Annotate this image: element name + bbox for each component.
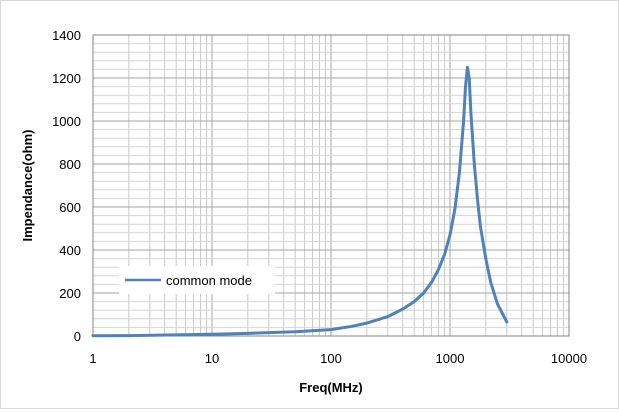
legend: common mode (119, 266, 275, 294)
y-tick-label: 200 (59, 286, 81, 301)
grid-lines (92, 34, 569, 337)
x-tick-label: 10 (205, 351, 219, 366)
x-tick-label: 100 (320, 351, 342, 366)
series-layer (91, 65, 509, 338)
y-tick-label: 800 (59, 157, 81, 172)
legend-label: common mode (166, 273, 252, 288)
y-tick-label: 1200 (52, 71, 81, 86)
y-tick-label: 600 (59, 200, 81, 215)
y-axis-title: Impendance(ohm) (20, 130, 35, 242)
y-tick-label: 0 (74, 329, 81, 344)
tick-labels: 0 200 400 600 800 1000 1200 1400 1 10 100 1000 10000 (52, 28, 587, 366)
y-tick-label: 400 (59, 243, 81, 258)
x-tick-label: 1000 (436, 351, 465, 366)
y-tick-label: 1400 (52, 28, 81, 43)
series-line-common-mode (91, 65, 509, 338)
y-tick-label: 1000 (52, 114, 81, 129)
x-axis-title: Freq(MHz) (299, 380, 363, 395)
plot-area-border (92, 34, 570, 337)
x-tick-label: 1 (89, 351, 96, 366)
x-tick-label: 10000 (551, 351, 587, 366)
